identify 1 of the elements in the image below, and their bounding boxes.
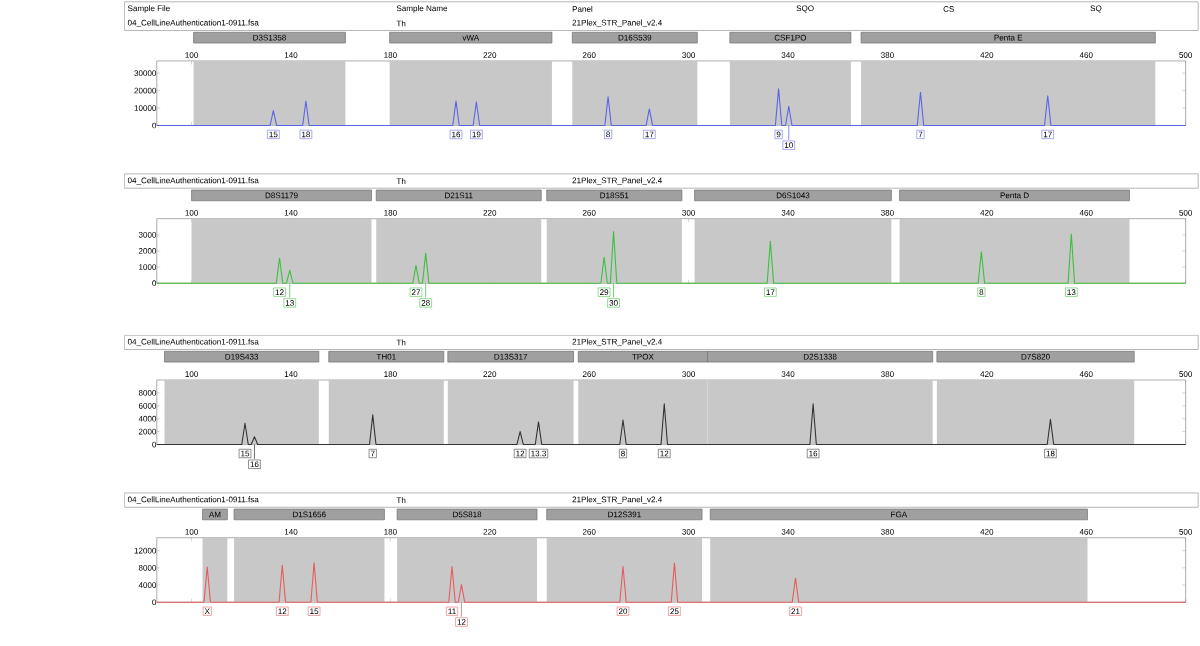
line-series [156,403,1187,446]
